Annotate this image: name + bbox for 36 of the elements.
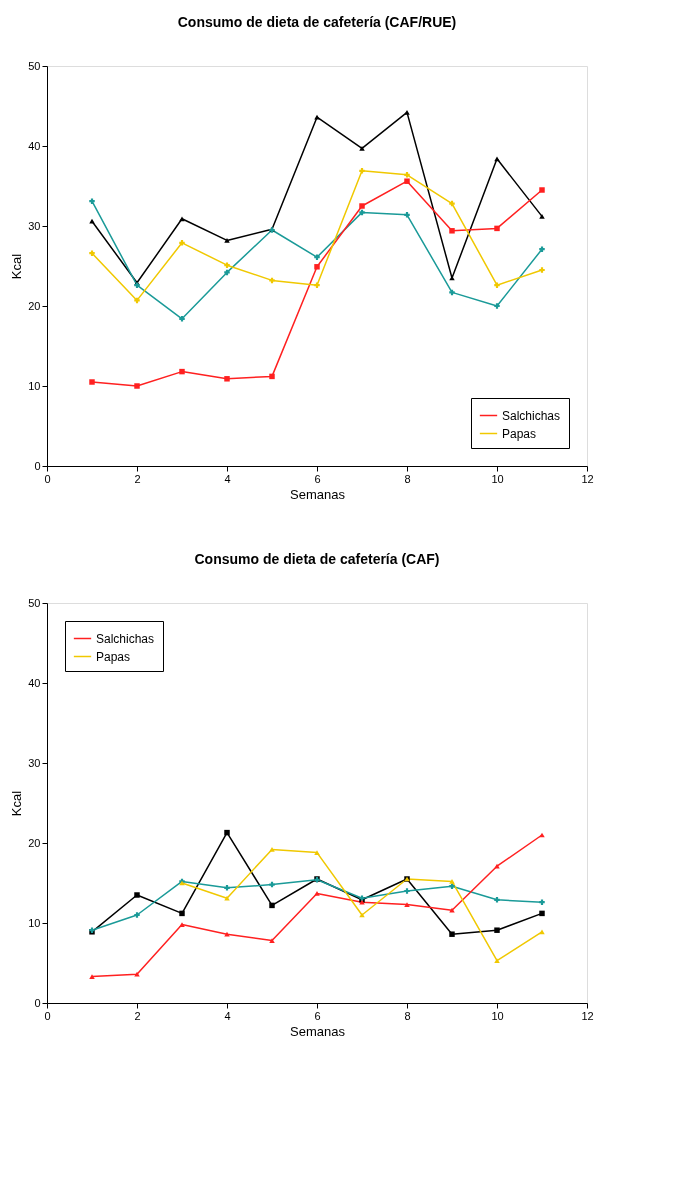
y-tick-label: 20 (28, 836, 41, 849)
x-tick-label: 4 (224, 1009, 231, 1022)
y-axis-title: Kcal (9, 790, 25, 817)
x-tick-label: 10 (491, 1009, 504, 1022)
legend-label: Salchichas (502, 408, 561, 423)
x-tick-label: 2 (134, 472, 141, 485)
y-axis-title: Kcal (9, 253, 25, 280)
x-axis-title: Semanas (290, 1023, 346, 1039)
x-tick-label: 4 (224, 472, 231, 485)
y-tick-label: 30 (28, 756, 41, 769)
x-tick-label: 0 (44, 1009, 51, 1022)
legend-label: Papas (502, 426, 537, 441)
x-tick-label: 2 (134, 1009, 141, 1022)
legend-label: Papas (96, 649, 131, 664)
legend-label: Salchichas (96, 631, 155, 646)
y-tick-label: 50 (28, 596, 41, 609)
y-tick-label: 50 (28, 59, 41, 72)
y-tick-label: 40 (28, 139, 41, 152)
x-tick-label: 6 (314, 1009, 321, 1022)
x-tick-label: 0 (44, 472, 51, 485)
y-tick-label: 30 (28, 219, 41, 232)
y-tick-label: 0 (34, 996, 41, 1009)
chart-title: Consumo de dieta de cafetería (CAF/RUE) (177, 14, 457, 30)
y-tick-label: 10 (28, 916, 41, 929)
chart-title: Consumo de dieta de cafetería (CAF) (194, 551, 440, 567)
y-tick-label: 40 (28, 676, 41, 689)
y-tick-label: 10 (28, 379, 41, 392)
x-tick-label: 12 (581, 472, 594, 485)
x-tick-label: 6 (314, 472, 321, 485)
x-tick-label: 12 (581, 1009, 594, 1022)
x-tick-label: 8 (404, 472, 411, 485)
x-tick-label: 8 (404, 1009, 411, 1022)
x-axis-title: Semanas (290, 486, 346, 502)
y-tick-label: 0 (34, 459, 41, 472)
y-tick-label: 20 (28, 299, 41, 312)
x-tick-label: 10 (491, 472, 504, 485)
